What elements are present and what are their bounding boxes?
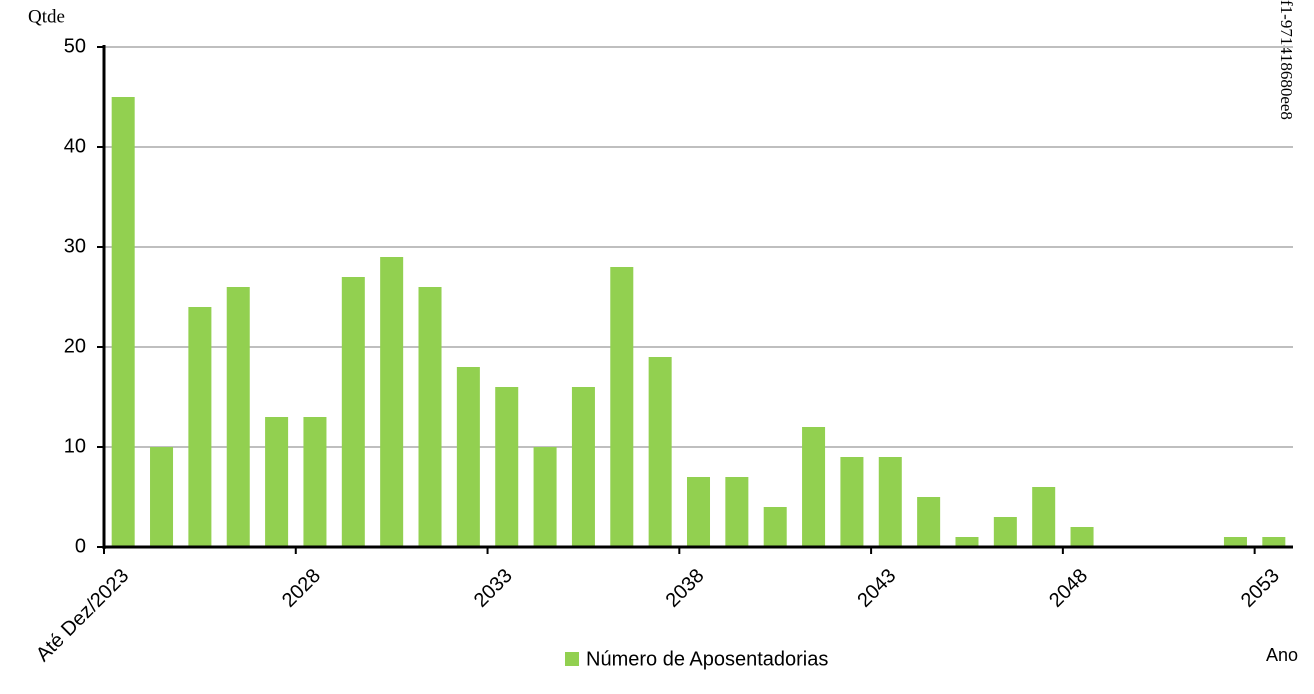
bar: [571, 387, 595, 547]
x-tick-label: 2033: [470, 565, 517, 612]
bar: [725, 477, 749, 547]
bar: [686, 477, 711, 547]
y-tick-label: 40: [64, 135, 86, 157]
bar: [111, 97, 135, 547]
x-tick-label: 2028: [278, 565, 325, 612]
bar: [380, 257, 404, 547]
bar: [418, 287, 442, 547]
bar: [993, 517, 1017, 547]
bar: [763, 507, 787, 547]
legend-label: Número de Aposentadorias: [586, 648, 828, 670]
bar: [226, 287, 250, 547]
bar: [878, 457, 902, 547]
bar: [303, 417, 327, 547]
bar: [610, 267, 634, 547]
x-tick-label: 2043: [853, 565, 900, 612]
bar: [917, 497, 941, 547]
bar: [533, 447, 557, 547]
x-tick-label: 2048: [1045, 565, 1092, 612]
bar: [840, 457, 864, 547]
watermark: f1-971418680ee8: [1277, 0, 1296, 120]
bar: [265, 417, 289, 547]
y-tick-label: 20: [64, 335, 86, 357]
bar: [341, 277, 365, 547]
x-tick-label: 2053: [1237, 565, 1284, 612]
bar: [1223, 537, 1247, 547]
bar: [456, 367, 480, 547]
bar: [802, 427, 826, 547]
y-tick-label: 10: [64, 435, 86, 457]
y-tick-label: 50: [64, 35, 86, 57]
bar: [648, 357, 672, 547]
y-axis-label: Qtde: [28, 6, 65, 27]
y-tick-label: 30: [64, 235, 86, 257]
x-tick-label: 2038: [662, 565, 709, 612]
bar: [1262, 537, 1286, 547]
y-tick-label: 0: [75, 535, 86, 557]
bar: [955, 537, 979, 547]
x-axis-label: Ano: [1266, 645, 1298, 665]
legend-swatch: [565, 652, 579, 666]
bar: [150, 447, 174, 547]
bar: [1070, 527, 1094, 547]
bar: [1032, 487, 1056, 547]
bar: [495, 387, 519, 547]
bar: [188, 307, 212, 547]
x-tick-label: Até Dez/2023: [32, 565, 133, 666]
